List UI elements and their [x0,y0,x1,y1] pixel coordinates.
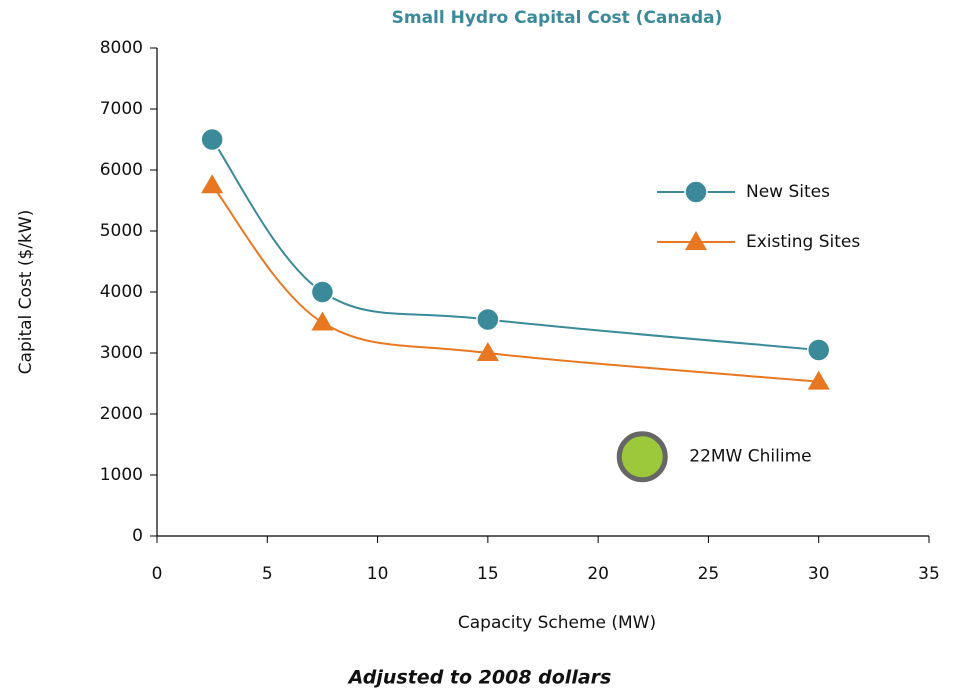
data-point [807,370,830,390]
y-tick-label: 6000 [100,160,143,180]
data-point [806,338,831,362]
data-point [201,174,224,194]
point-label: 22MW Chilime [689,447,811,467]
data-point [616,431,668,483]
x-axis-label: Capacity Scheme (MW) [458,613,656,633]
data-point [476,342,499,361]
legend-label: New Sites [746,182,830,202]
series-line [211,138,819,351]
y-tick-label: 8000 [100,38,143,58]
series-line [211,184,819,383]
data-point [476,307,500,332]
y-tick-label: 3000 [100,343,143,363]
y-tick-label: 5000 [100,221,143,241]
legend-label: Existing Sites [746,232,860,252]
data-point [200,127,224,152]
x-tick-label: 25 [698,564,720,584]
legend-marker [684,180,708,204]
y-tick-label: 2000 [100,404,143,424]
y-tick-label: 4000 [100,282,143,302]
data-point [311,311,334,331]
x-tick-label: 10 [367,564,389,584]
y-tick-label: 0 [132,526,143,546]
x-tick-label: 35 [918,564,940,584]
y-tick-label: 7000 [100,99,143,119]
legend-marker [685,231,707,250]
x-tick-label: 15 [477,564,499,584]
x-tick-label: 20 [587,564,609,584]
x-tick-label: 0 [152,564,163,584]
chart-title: Small Hydro Capital Cost (Canada) [392,8,723,28]
x-tick-label: 5 [262,564,273,584]
x-tick-label: 30 [808,564,830,584]
data-point [310,280,335,304]
y-tick-label: 1000 [100,465,143,485]
footnote: Adjusted to 2008 dollars [347,667,612,689]
y-axis-label: Capital Cost ($/kW) [16,210,36,375]
